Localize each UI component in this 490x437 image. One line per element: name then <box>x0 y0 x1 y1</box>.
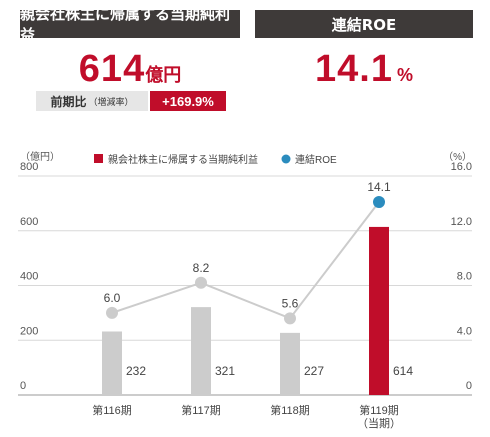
net-income-unit: 億円 <box>145 65 182 86</box>
net-income-kpi: 614億円 <box>40 48 220 91</box>
yoy-label-sub: （増減率） <box>88 97 134 108</box>
yoy-value-badge: +169.9% <box>150 91 226 111</box>
y-right-tick-label: 16.0 <box>451 161 472 173</box>
roe-value-label: 6.0 <box>104 291 121 305</box>
roe-point <box>106 306 118 319</box>
net-income-header: 親会社株主に帰属する当期純利益 <box>20 5 240 44</box>
bar <box>102 331 122 395</box>
yoy-label: 前期比 （増減率） <box>36 91 148 111</box>
legend-label-roe: 連結ROE <box>295 153 337 166</box>
roe-kpi: 14.1% <box>255 48 473 91</box>
legend-swatch-net-income <box>94 154 103 163</box>
y-left-tick-label: 800 <box>20 161 38 173</box>
bar-value-label: 614 <box>393 364 413 378</box>
y-left-axis-label: （億円） <box>20 150 60 163</box>
roe-value-label: 14.1 <box>367 180 391 194</box>
x-tick-label: 第119期 <box>359 403 399 417</box>
y-left-tick-label: 600 <box>20 216 38 228</box>
roe-line <box>111 201 380 320</box>
bar <box>280 332 300 395</box>
roe-point <box>373 196 385 209</box>
yoy-label-text: 前期比 <box>50 94 87 109</box>
yoy-value: +169.9% <box>162 93 214 109</box>
net-income-value: 614 <box>78 48 146 90</box>
bar-value-label: 321 <box>215 364 235 378</box>
x-tick-label: （当期） <box>357 416 401 430</box>
bar-value-label: 227 <box>304 364 324 378</box>
net-income-header-label: 親会社株主に帰属する当期純利益 <box>20 5 231 44</box>
bar-value-label: 232 <box>126 364 146 378</box>
roe-unit: % <box>396 65 413 85</box>
x-tick-label: 第118期 <box>270 403 310 417</box>
x-tick-label: 第117期 <box>181 403 221 417</box>
roe-value-label: 8.2 <box>193 261 210 275</box>
roe-point <box>284 312 296 325</box>
y-left-tick-label: 400 <box>20 271 38 283</box>
legend-label-net-income: 親会社株主に帰属する当期純利益 <box>108 153 258 166</box>
y-right-axis-label: （%） <box>443 151 472 163</box>
roe-header: 連結ROE <box>255 10 473 38</box>
y-right-tick-label: 0 <box>466 380 472 392</box>
roe-point <box>195 276 207 289</box>
y-right-tick-label: 8.0 <box>457 271 472 283</box>
y-left-tick-label: 0 <box>20 380 26 392</box>
roe-value-label: 5.6 <box>282 296 299 310</box>
bar <box>369 226 389 395</box>
legend-swatch-roe <box>281 154 291 164</box>
y-left-tick-label: 200 <box>20 325 38 337</box>
roe-value: 14.1 <box>315 48 393 90</box>
roe-header-label: 連結ROE <box>331 15 397 34</box>
x-tick-label: 第116期 <box>92 403 132 417</box>
bar <box>191 307 211 395</box>
y-right-tick-label: 4.0 <box>457 325 472 337</box>
y-right-tick-label: 12.0 <box>451 216 472 228</box>
